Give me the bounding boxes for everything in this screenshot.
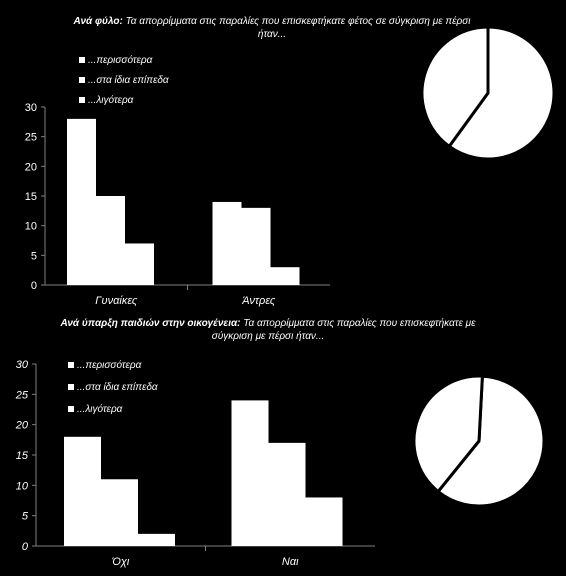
bar-chart-children: 0 5 10 15 20 25 30 Όχι Ναι ...περισσότερα ...στα ί… xyxy=(15,359,375,568)
bar-3 xyxy=(305,497,343,546)
pie-chart-gender xyxy=(420,25,556,161)
bar-1 xyxy=(67,118,96,285)
chart2-title-line1: Ανά ύπαρξη παιδιών στην οικογένεια: Τα α… xyxy=(59,317,476,329)
y-tick-label: 10 xyxy=(16,480,29,492)
bar-2 xyxy=(96,196,125,285)
pie-slice xyxy=(412,374,484,494)
legend-label: ...στα ίδια επίπεδα xyxy=(88,74,169,86)
x-tick-label: Γυναίκες xyxy=(95,295,138,307)
y-tick-label: 5 xyxy=(22,511,29,523)
y-tick-label: 30 xyxy=(16,359,29,371)
legend-label: ...περισσότερα xyxy=(88,54,153,66)
y-tick-label: 5 xyxy=(31,250,37,262)
pie-slice xyxy=(447,25,556,161)
legend-swatch xyxy=(79,77,85,83)
bar-chart-gender: 0 5 10 15 20 25 30 Γυναίκες Άντρες ...περισσότερα… xyxy=(25,54,330,307)
pie-slice xyxy=(436,374,546,508)
chart1-title-line1: Ανά φύλο: Τα απορρίμματα στις παραλίες π… xyxy=(73,15,472,27)
legend-swatch xyxy=(68,362,74,368)
y-tick-label: 15 xyxy=(25,191,37,203)
legend-label: ...στα ίδια επίπεδα xyxy=(77,381,158,393)
y-tick-label: 10 xyxy=(25,221,37,233)
y-tick-label: 0 xyxy=(22,541,29,553)
bar-2 xyxy=(101,479,138,546)
bar-3 xyxy=(138,533,175,546)
legend-swatch xyxy=(68,384,74,390)
chart1-title-bold: Ανά φύλο: xyxy=(73,16,123,27)
bar-1 xyxy=(231,400,269,546)
y-tick-label: 15 xyxy=(16,450,29,462)
legend-swatch xyxy=(79,57,85,63)
y-tick-label: 0 xyxy=(31,280,37,292)
x-tick-label: Άντρες xyxy=(241,295,276,307)
chart1-title-line2: ήταν... xyxy=(258,28,286,40)
bar-2 xyxy=(268,442,306,546)
bar-1 xyxy=(64,436,101,546)
y-tick-label: 20 xyxy=(25,161,37,173)
x-tick-label: Όχι xyxy=(111,556,130,568)
y-tick-label: 20 xyxy=(15,420,29,432)
bar-1 xyxy=(212,201,242,285)
chart1-title-rest: Τα απορρίμματα στις παραλίες που επισκεφ… xyxy=(123,15,471,27)
x-tick-label: Ναι xyxy=(282,556,299,568)
y-tick-label: 25 xyxy=(25,132,37,144)
pie-chart-children xyxy=(412,374,546,508)
bar-2 xyxy=(241,207,271,285)
chart2-title-line2: σύγκριση με πέρσι ήταν... xyxy=(212,330,325,342)
y-tick-label: 30 xyxy=(25,102,37,114)
bar-3 xyxy=(270,267,300,285)
chart2-title-rest: Τα απορρίμματα στις παραλίες που επισκεφ… xyxy=(241,317,477,329)
chart2-title-bold: Ανά ύπαρξη παιδιών στην οικογένεια: xyxy=(59,318,240,329)
pie-slice xyxy=(420,25,490,148)
legend-label: ...λιγότερα xyxy=(77,403,123,415)
legend-label: ...λιγότερα xyxy=(88,94,134,106)
y-tick-label: 25 xyxy=(15,389,29,401)
legend-label: ...περισσότερα xyxy=(77,359,142,371)
legend-swatch xyxy=(79,97,85,103)
legend-swatch xyxy=(68,406,74,412)
bar-3 xyxy=(125,243,154,285)
